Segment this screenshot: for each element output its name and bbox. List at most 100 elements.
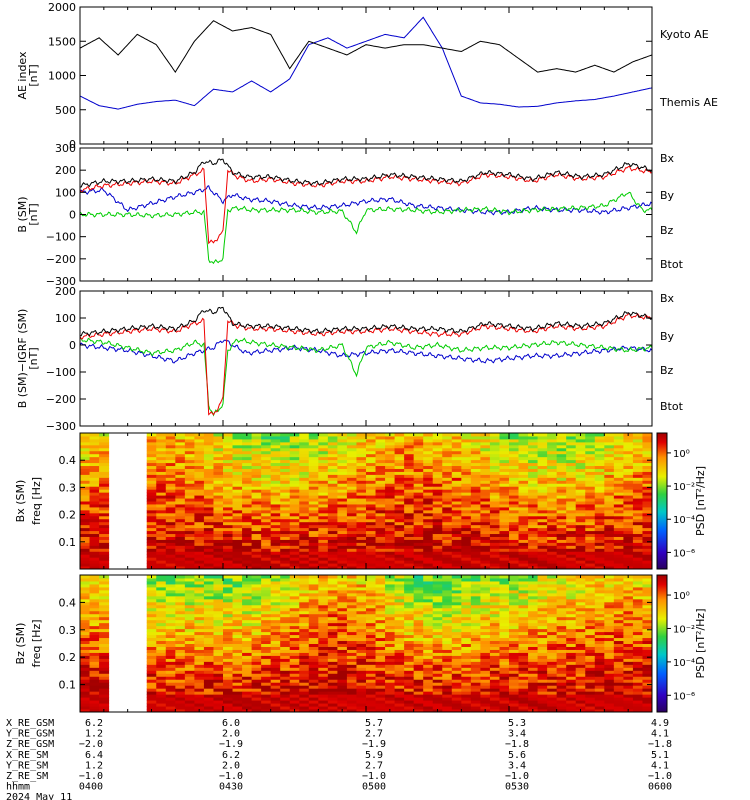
heatmap-cell: [413, 622, 424, 627]
heatmap-cell: [480, 610, 491, 615]
heatmap-cell: [566, 512, 577, 517]
heatmap-cell: [346, 486, 357, 490]
heatmap-cell: [194, 694, 205, 698]
heatmap-cell: [509, 589, 520, 594]
heatmap-cell: [270, 646, 281, 650]
heatmap-cell: [327, 616, 338, 621]
heatmap-cell: [547, 703, 558, 707]
heatmap-cell: [280, 471, 291, 475]
heatmap-cell: [356, 524, 367, 529]
heatmap-cell: [604, 664, 615, 668]
heatmap-cell: [213, 566, 224, 570]
heatmap-cell: [404, 441, 415, 446]
heatmap-cell: [80, 489, 91, 493]
heatmap-cell: [470, 471, 481, 475]
heatmap-cell: [184, 598, 195, 603]
heatmap-cell: [585, 483, 596, 487]
heatmap-cell: [375, 474, 386, 478]
heatmap-cell: [251, 518, 262, 523]
heatmap-cell: [156, 586, 167, 591]
heatmap-cell: [509, 486, 520, 490]
heatmap-cell: [232, 506, 243, 511]
heatmap-cell: [213, 539, 224, 543]
heatmap-cell: [337, 524, 348, 529]
heatmap-cell: [270, 459, 281, 464]
heatmap-cell: [80, 625, 91, 630]
heatmap-cell: [423, 477, 434, 481]
heatmap-cell: [480, 545, 491, 549]
heatmap-cell: [547, 709, 558, 713]
heatmap-cell: [623, 563, 634, 567]
heatmap-cell: [480, 592, 491, 597]
heatmap-cell: [356, 536, 367, 540]
heatmap-cell: [280, 533, 291, 537]
heatmap-cell: [480, 474, 491, 478]
heatmap-cell: [346, 536, 357, 540]
heatmap-cell: [194, 468, 205, 472]
heatmap-cell: [613, 652, 624, 656]
heatmap-cell: [232, 515, 243, 520]
heatmap-cell: [327, 676, 338, 680]
heatmap-cell: [175, 697, 186, 701]
heatmap-cell: [251, 709, 262, 713]
heatmap-cell: [528, 619, 539, 624]
heatmap-cell: [451, 598, 462, 603]
heatmap-cell: [413, 661, 424, 665]
heatmap-cell: [337, 586, 348, 591]
heatmap-cell: [470, 667, 481, 671]
heatmap-cell: [251, 536, 262, 540]
heatmap-cell: [270, 679, 281, 683]
heatmap-cell: [480, 524, 491, 529]
heatmap-cell: [203, 536, 214, 540]
heatmap-cell: [203, 539, 214, 543]
heatmap-cell: [213, 433, 224, 437]
heatmap-cell: [423, 616, 434, 621]
heatmap-cell: [242, 495, 253, 499]
heatmap-cell: [423, 709, 434, 713]
heatmap-cell: [489, 661, 500, 665]
heatmap-cell: [594, 652, 605, 656]
heatmap-cell: [547, 536, 558, 540]
heatmap-cell: [194, 628, 205, 633]
heatmap-cell: [375, 444, 386, 449]
heatmap-cell: [80, 598, 91, 603]
heatmap-cell: [499, 433, 510, 437]
heatmap-cell: [528, 560, 539, 564]
heatmap-cell: [337, 542, 348, 546]
heatmap-cell: [566, 503, 577, 508]
heatmap-cell: [480, 509, 491, 514]
heatmap-cell: [232, 700, 243, 704]
heatmap-cell: [613, 453, 624, 458]
heatmap-cell: [346, 492, 357, 496]
heatmap-cell: [270, 622, 281, 627]
heatmap-cell: [394, 691, 405, 695]
heatmap-cell: [308, 474, 319, 478]
heatmap-cell: [413, 557, 424, 561]
heatmap-cell: [385, 631, 396, 636]
heatmap-cell: [547, 655, 558, 659]
heatmap-cell: [356, 682, 367, 686]
heatmap-cell: [575, 646, 586, 650]
heatmap-cell: [442, 667, 453, 671]
heatmap-cell: [489, 577, 500, 582]
heatmap-cell: [156, 667, 167, 671]
heatmap-cell: [423, 468, 434, 472]
heatmap-cell: [280, 589, 291, 594]
heatmap-cell: [366, 498, 377, 502]
heatmap-cell: [327, 465, 338, 469]
heatmap-cell: [270, 471, 281, 475]
heatmap-cell: [461, 575, 472, 579]
heatmap-cell: [480, 694, 491, 698]
heatmap-cell: [270, 489, 281, 493]
heatmap-cell: [470, 560, 481, 564]
heatmap-cell: [642, 483, 653, 487]
heatmap-cell: [175, 495, 186, 499]
heatmap-cell: [165, 589, 176, 594]
heatmap-cell: [613, 551, 624, 555]
heatmap-cell: [327, 492, 338, 496]
heatmap-cell: [413, 551, 424, 555]
heatmap-cell: [80, 486, 91, 490]
heatmap-cell: [261, 515, 272, 520]
heatmap-cell: [289, 613, 300, 618]
heatmap-cell: [604, 673, 615, 677]
